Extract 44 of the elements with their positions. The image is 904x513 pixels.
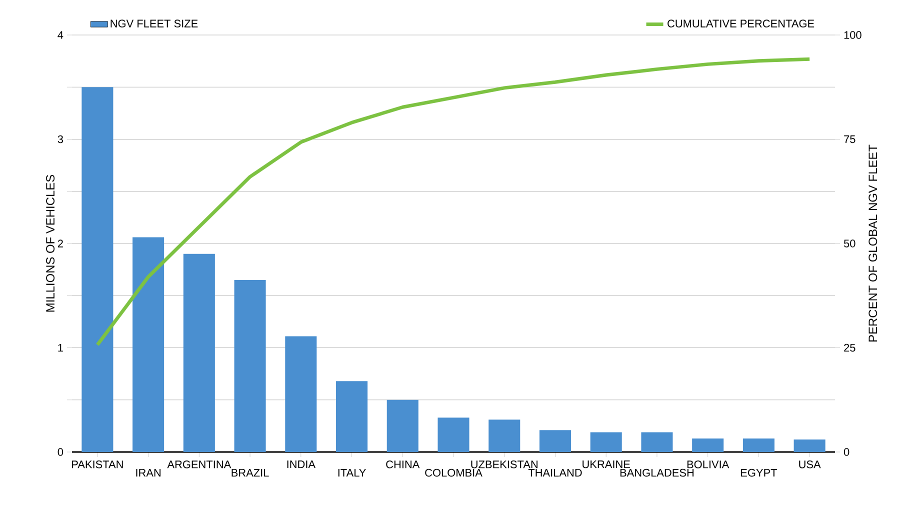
- x-tick-label: THAILAND: [528, 468, 582, 477]
- legend-label: CUMULATIVE PERCENTAGE: [668, 20, 814, 28]
- y-tick-label: 0: [58, 448, 64, 456]
- bar: [234, 280, 266, 452]
- y-tick-label: 4: [58, 31, 64, 39]
- x-tick-label: COLOMBIA: [425, 468, 482, 477]
- y2-tick-label: 25: [844, 344, 856, 352]
- x-tick-label: BRAZIL: [232, 468, 269, 477]
- bar: [183, 254, 215, 452]
- y2-tick-label: 50: [844, 240, 856, 248]
- y-tick-label: 1: [58, 344, 63, 352]
- y-axis-title: MILLIONS OF VEHICLES: [46, 174, 55, 312]
- bar: [438, 418, 470, 452]
- x-tick-label: INDIA: [287, 460, 316, 468]
- x-tick-label: ITALY: [338, 468, 366, 477]
- x-tick-label: ARGENTINA: [167, 460, 232, 468]
- x-tick-label: PAKISTAN: [72, 460, 123, 468]
- x-tick-label: BOLIVIA: [687, 460, 730, 468]
- x-tick-label: USA: [799, 460, 821, 468]
- x-tick-label: CHINA: [386, 460, 420, 468]
- y-tick-label: 2: [58, 240, 63, 248]
- bar: [386, 400, 418, 452]
- y2-tick-label: 0: [844, 448, 850, 456]
- legend-label: NGV FLEET SIZE: [110, 20, 198, 28]
- bar: [692, 438, 724, 452]
- bar: [794, 439, 826, 452]
- bar: [82, 87, 114, 452]
- y2-tick-label: 100: [844, 31, 862, 39]
- x-tick-label: BANGLADESH: [620, 468, 694, 477]
- bar: [539, 430, 572, 452]
- x-tick-label: EGYPT: [741, 468, 778, 477]
- x-tick-label: UZBEKISTAN: [471, 460, 538, 468]
- x-tick-label: IRAN: [136, 468, 160, 477]
- bar: [488, 420, 520, 452]
- bar: [132, 237, 164, 452]
- x-tick-label: UKRAINE: [582, 460, 630, 468]
- bar: [590, 432, 622, 452]
- bar: [336, 381, 368, 452]
- bar: [641, 432, 673, 452]
- bar: [285, 336, 317, 452]
- y2-axis-title: PERCENT OF GLOBAL NGV FLEET: [868, 144, 878, 342]
- y-tick-label: 3: [58, 135, 63, 144]
- bar: [742, 438, 774, 452]
- y2-tick-label: 75: [844, 135, 856, 144]
